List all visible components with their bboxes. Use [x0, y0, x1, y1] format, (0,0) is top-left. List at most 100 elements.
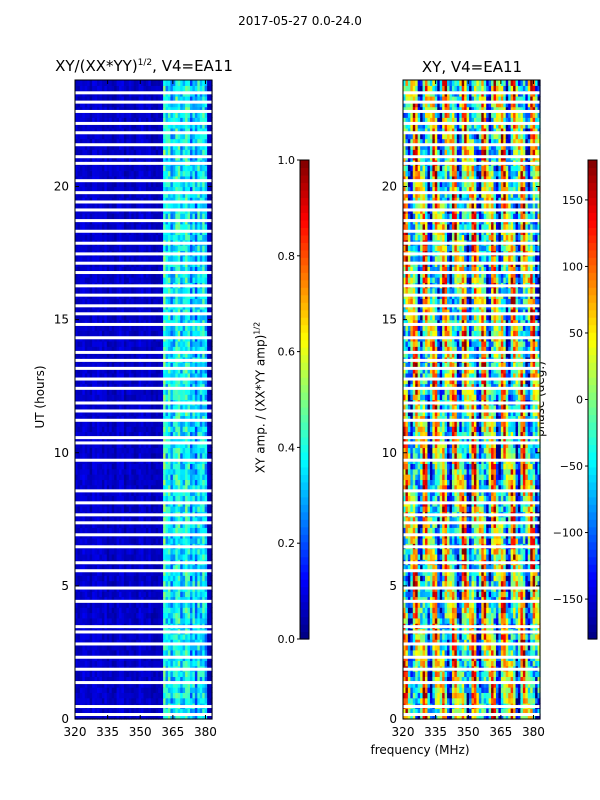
amplitude-cell	[84, 484, 88, 491]
amplitude-cell	[150, 671, 154, 677]
amplitude-cell	[92, 575, 96, 582]
amplitude-cell	[189, 580, 194, 587]
amplitude-cell	[189, 255, 194, 262]
amplitude-cell	[150, 676, 154, 683]
amplitude-cell	[189, 474, 194, 480]
amplitude-cell	[87, 495, 91, 502]
amplitude-cell	[170, 452, 174, 459]
amplitude-cell	[84, 527, 88, 534]
amplitude-cell	[143, 314, 147, 321]
amplitude-cell	[155, 633, 159, 640]
amplitude-cell	[92, 308, 96, 315]
amplitude-cell	[89, 521, 93, 528]
amplitude-cell	[199, 324, 203, 331]
amplitude-cell	[155, 463, 159, 470]
amplitude-cell	[138, 410, 142, 417]
amplitude-cell	[192, 521, 196, 528]
amplitude-cell	[180, 506, 184, 512]
amplitude-cell	[209, 633, 213, 640]
amplitude-cell	[170, 564, 174, 571]
amplitude-cell	[126, 442, 130, 449]
amplitude-cell	[77, 394, 81, 401]
amplitude-cell	[192, 308, 196, 315]
amplitude-cell	[170, 442, 174, 449]
amplitude-cell	[136, 649, 140, 656]
amplitude-cell	[101, 415, 105, 422]
amplitude-cell	[202, 415, 206, 422]
amplitude-cell	[75, 676, 79, 683]
amplitude-cell	[114, 639, 118, 646]
amplitude-cell	[104, 447, 108, 454]
amplitude-cell	[89, 367, 93, 374]
amplitude-cell	[131, 436, 135, 443]
amplitude-cell	[87, 548, 91, 555]
amplitude-cell	[131, 271, 135, 278]
amplitude-cell	[165, 676, 169, 683]
amplitude-cell	[133, 404, 137, 411]
amplitude-cell	[150, 548, 154, 555]
amplitude-cell	[180, 388, 184, 395]
amplitude-cell	[160, 308, 164, 315]
amplitude-cell	[104, 362, 108, 369]
amplitude-cell	[172, 442, 176, 449]
amplitude-cell	[204, 351, 208, 358]
amplitude-cell	[187, 314, 191, 321]
amplitude-cell	[126, 420, 130, 427]
amplitude-cell	[75, 308, 79, 315]
amplitude-cell	[202, 612, 206, 619]
amplitude-cell	[111, 671, 115, 677]
amplitude-cell	[131, 580, 135, 587]
amplitude-cell	[82, 490, 86, 496]
amplitude-cell	[121, 245, 125, 251]
amplitude-cell	[128, 330, 132, 337]
amplitude-cell	[185, 676, 189, 683]
amplitude-cell	[138, 287, 142, 294]
amplitude-cell	[197, 617, 201, 624]
amplitude-cell	[87, 442, 91, 449]
amplitude-cell	[94, 633, 98, 640]
amplitude-cell	[177, 495, 181, 502]
amplitude-cell	[192, 388, 196, 395]
amplitude-cell	[167, 351, 172, 358]
amplitude-cell	[163, 404, 167, 411]
amplitude-cell	[165, 388, 169, 395]
amplitude-cell	[148, 404, 152, 411]
amplitude-cell	[163, 553, 167, 560]
amplitude-cell	[116, 324, 120, 331]
amplitude-cell	[97, 617, 101, 624]
amplitude-cell	[187, 713, 191, 720]
amplitude-cell	[177, 394, 181, 401]
amplitude-cell	[155, 548, 159, 555]
amplitude-cell	[136, 367, 140, 374]
amplitude-cell	[189, 442, 194, 449]
amplitude-cell	[207, 548, 211, 555]
amplitude-cell	[145, 612, 149, 619]
amplitude-cell	[197, 394, 201, 401]
amplitude-cell	[189, 298, 194, 305]
amplitude-cell	[104, 548, 108, 555]
amplitude-cell	[82, 548, 86, 555]
amplitude-cell	[136, 692, 140, 699]
amplitude-cell	[177, 255, 181, 262]
amplitude-cell	[165, 569, 169, 576]
amplitude-cell	[77, 495, 81, 502]
amplitude-cell	[167, 474, 172, 480]
amplitude-cell	[94, 314, 98, 321]
amplitude-cell	[192, 346, 196, 353]
amplitude-cell	[189, 713, 194, 720]
amplitude-cell	[155, 617, 159, 624]
amplitude-cell	[160, 351, 164, 358]
amplitude-cell	[207, 271, 211, 278]
amplitude-cell	[87, 490, 91, 496]
amplitude-cell	[175, 447, 179, 454]
amplitude-cell	[209, 287, 213, 294]
amplitude-cell	[141, 394, 145, 401]
amplitude-cell	[87, 468, 91, 475]
amplitude-cell	[101, 660, 105, 667]
amplitude-cell	[187, 426, 191, 433]
amplitude-cell	[192, 404, 196, 411]
amplitude-cell	[116, 633, 120, 640]
amplitude-cell	[101, 697, 105, 704]
amplitude-cell	[119, 346, 123, 353]
amplitude-cell	[192, 330, 196, 337]
